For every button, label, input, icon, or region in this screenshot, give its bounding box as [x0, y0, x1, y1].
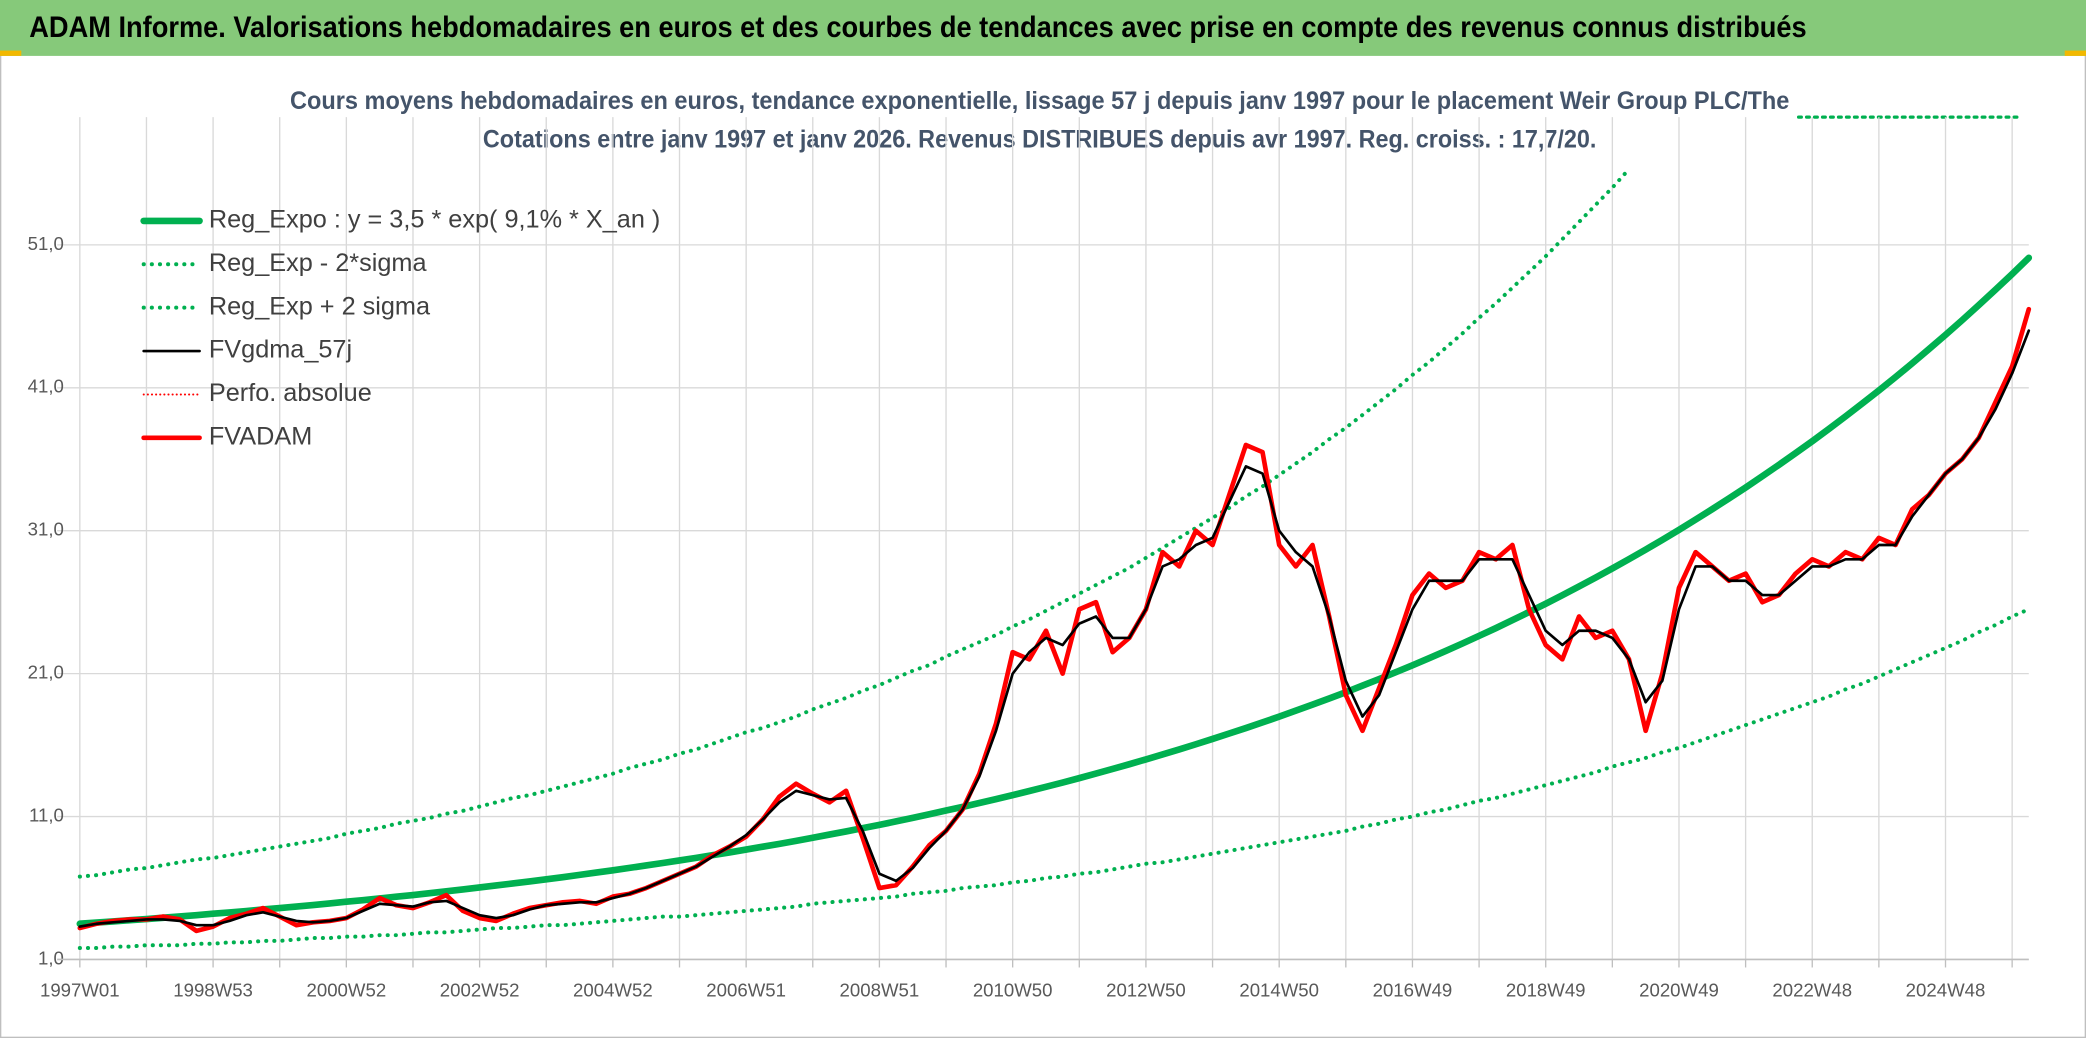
x-tick-label: 2010W50	[973, 979, 1053, 1000]
y-tick-label: 41,0	[28, 376, 64, 397]
legend-label: Perfo. absolue	[209, 379, 372, 407]
x-tick-label: 2006W51	[706, 979, 786, 1000]
y-tick-label: 1,0	[38, 947, 64, 968]
series-line	[76, 254, 2033, 928]
legend-label: Reg_Exp + 2 sigma	[209, 292, 431, 320]
x-tick-label: 1998W53	[173, 979, 253, 1000]
chart-title: Cours moyens hebdomadaires en euros, ten…	[290, 87, 1789, 115]
series-line	[78, 329, 2031, 928]
x-tick-label: 2008W51	[840, 979, 920, 1000]
legend-label: FVADAM	[209, 422, 312, 450]
x-tick-label: 2018W49	[1506, 979, 1586, 1000]
x-tick-label: 2000W52	[307, 979, 387, 1000]
header-bar	[0, 0, 2086, 56]
page-title: ADAM Informe. Valorisations hebdomadaire…	[29, 12, 1806, 44]
x-tick-label: 2002W52	[440, 979, 520, 1000]
corner-mark	[2064, 50, 2086, 56]
corner-mark	[0, 50, 22, 56]
y-tick-label: 31,0	[28, 519, 64, 540]
x-tick-label: 1997W01	[40, 979, 120, 1000]
series-line	[77, 167, 1632, 879]
chart-title: Cotations entre janv 1997 et janv 2026. …	[483, 126, 1597, 154]
x-tick-label: 2024W48	[1906, 979, 1986, 1000]
x-tick-label: 2016W49	[1373, 979, 1453, 1000]
y-tick-label: 51,0	[28, 233, 64, 254]
x-tick-label: 2012W50	[1106, 979, 1186, 1000]
plot-area	[76, 167, 2033, 951]
x-tick-label: 2004W52	[573, 979, 653, 1000]
y-tick-label: 11,0	[29, 804, 64, 825]
x-tick-label: 2020W49	[1639, 979, 1719, 1000]
series-line	[77, 607, 2031, 951]
legend-label: Reg_Expo : y = 3,5 * exp( 9,1% * X_an )	[209, 206, 660, 234]
y-tick-label: 21,0	[28, 662, 64, 683]
legend-label: Reg_Exp - 2*sigma	[209, 249, 428, 277]
legend-label: FVgdma_57j	[209, 336, 352, 364]
x-tick-label: 2022W48	[1772, 979, 1852, 1000]
x-tick-label: 2014W50	[1239, 979, 1319, 1000]
